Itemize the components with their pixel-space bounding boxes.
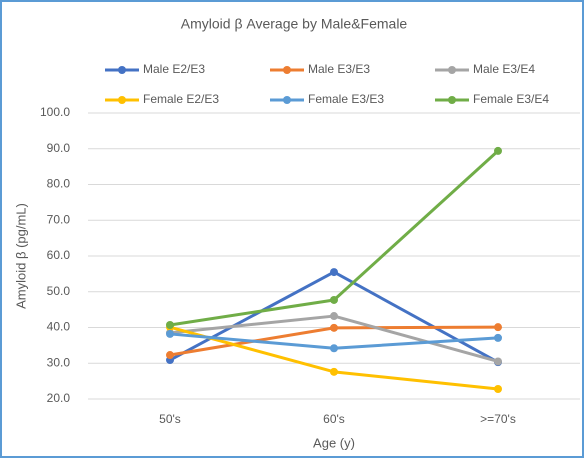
x-tick-label: >=70's bbox=[480, 412, 516, 426]
point bbox=[494, 333, 502, 342]
y-tick-label: 60.0 bbox=[47, 248, 71, 262]
legend-marker bbox=[118, 96, 126, 104]
y-tick-label: 40.0 bbox=[47, 320, 71, 334]
point bbox=[330, 344, 338, 353]
legend-marker bbox=[283, 96, 291, 104]
y-tick-label: 80.0 bbox=[47, 177, 71, 191]
y-tick-label: 30.0 bbox=[47, 355, 71, 369]
point bbox=[494, 384, 502, 393]
y-tick-label: 70.0 bbox=[47, 212, 71, 226]
point bbox=[166, 351, 174, 360]
legend-marker bbox=[283, 66, 291, 74]
legend-label: Female E2/E3 bbox=[143, 92, 219, 106]
x-tick-label: 60's bbox=[323, 412, 345, 426]
y-tick-label: 100.0 bbox=[40, 105, 70, 119]
legend-marker bbox=[118, 66, 126, 74]
point bbox=[494, 146, 502, 155]
legend-marker bbox=[448, 66, 456, 74]
legend-marker bbox=[448, 96, 456, 104]
point bbox=[494, 323, 502, 332]
point bbox=[166, 320, 174, 329]
point bbox=[494, 357, 502, 366]
y-tick-label: 20.0 bbox=[47, 391, 71, 405]
y-axis-label: Amyloid β (pg/mL) bbox=[13, 203, 28, 309]
legend-label: Female E3/E4 bbox=[473, 92, 549, 106]
point bbox=[330, 367, 338, 376]
point bbox=[330, 295, 338, 304]
point bbox=[330, 323, 338, 332]
y-tick-label: 50.0 bbox=[47, 284, 71, 298]
x-axis-label: Age (y) bbox=[313, 435, 355, 450]
chart-title: Amyloid β Average by Male&Female bbox=[181, 16, 408, 32]
legend-label: Male E2/E3 bbox=[143, 62, 205, 76]
x-tick-label: 50's bbox=[159, 412, 181, 426]
y-tick-label: 90.0 bbox=[47, 141, 71, 155]
point bbox=[330, 268, 338, 277]
point bbox=[330, 312, 338, 321]
legend-label: Male E3/E3 bbox=[308, 62, 370, 76]
legend-label: Female E3/E3 bbox=[308, 92, 384, 106]
legend-label: Male E3/E4 bbox=[473, 62, 535, 76]
point bbox=[166, 329, 174, 338]
